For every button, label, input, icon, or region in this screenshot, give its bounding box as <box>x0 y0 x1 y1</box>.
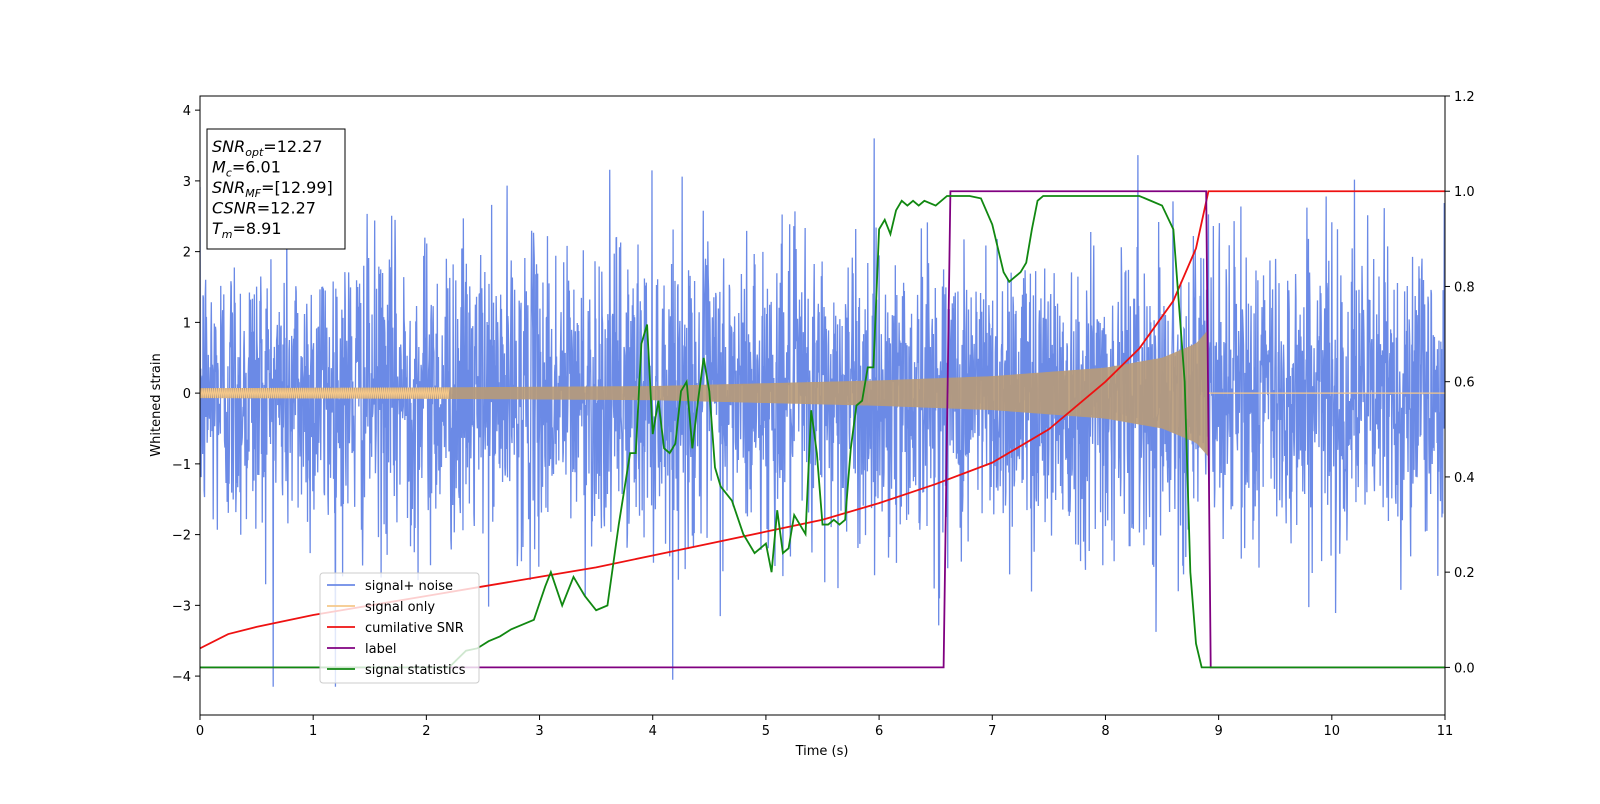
stats-box-frame <box>206 128 346 250</box>
x-tick-label: 10 <box>1324 724 1341 739</box>
y-tick-label: −4 <box>172 670 191 685</box>
plot-layer <box>200 138 1445 687</box>
x-tick-label: 3 <box>535 724 543 739</box>
y2-tick-label: 0.6 <box>1454 376 1475 391</box>
x-axis-label: Time (s) <box>795 744 849 759</box>
y-tick-label: −3 <box>172 599 191 614</box>
y-tick-label: 0 <box>183 387 191 402</box>
y-tick-label: 1 <box>183 316 191 331</box>
stats-line: SNRMF=[12.99] <box>212 178 333 200</box>
y2-tick-label: 0.0 <box>1454 661 1475 676</box>
stats-line: SNRopt=12.27 <box>212 137 323 159</box>
legend-entry-label: signal+ noise <box>365 579 453 594</box>
y-tick-label: 3 <box>183 175 191 190</box>
y2-tick-label: 0.2 <box>1454 566 1475 581</box>
x-tick-label: 6 <box>875 724 883 739</box>
legend: signal+ noise signal only cumilative SNR la… <box>319 572 480 684</box>
x-tick-label: 4 <box>649 724 657 739</box>
stats-line: CSNR=12.27 <box>212 199 316 218</box>
x-tick-label: 11 <box>1437 724 1454 739</box>
series-signal-only-line <box>200 387 450 399</box>
legend-frame <box>319 572 480 684</box>
y-tick-label: −1 <box>172 458 191 473</box>
y2-tick-label: 0.4 <box>1454 471 1475 486</box>
axes-layer: 0 1 2 3 4 5 6 7 8 9 10 1143210−1−2−3−41.21.00.80.60… <box>172 90 1475 739</box>
plot-frame <box>199 95 1446 716</box>
x-tick-label: 7 <box>988 724 996 739</box>
x-tick-label: 5 <box>762 724 770 739</box>
x-tick-label: 0 <box>196 724 204 739</box>
y-axis-label: Whitened strain <box>149 353 164 456</box>
x-tick-label: 8 <box>1101 724 1109 739</box>
y2-tick-label: 1.0 <box>1454 185 1475 200</box>
series-signal-noise-line <box>200 138 1445 687</box>
series-signal-statistics-line <box>200 195 1445 669</box>
y2-tick-label: 1.2 <box>1454 90 1475 105</box>
stats-line: Tm=8.91 <box>212 219 282 241</box>
legend-entry-label: signal statistics <box>365 663 466 678</box>
legend-entry-label: label <box>365 642 396 657</box>
y-tick-label: −2 <box>172 529 191 544</box>
y2-tick-label: 0.8 <box>1454 280 1475 295</box>
y-tick-label: 4 <box>183 104 191 119</box>
stats-line: Mc=6.01 <box>212 158 281 180</box>
x-tick-label: 9 <box>1214 724 1222 739</box>
legend-entry-label: cumilative SNR <box>365 621 464 636</box>
x-tick-label: 1 <box>309 724 317 739</box>
x-tick-label: 2 <box>422 724 430 739</box>
legend-entry-label: signal only <box>365 600 435 615</box>
stats-annotation-box: SNRopt=12.27Mc=6.01SNRMF=[12.99]CSNR=12.… <box>206 128 346 250</box>
y-tick-label: 2 <box>183 246 191 261</box>
series-signal-only-envelope <box>200 329 1209 457</box>
